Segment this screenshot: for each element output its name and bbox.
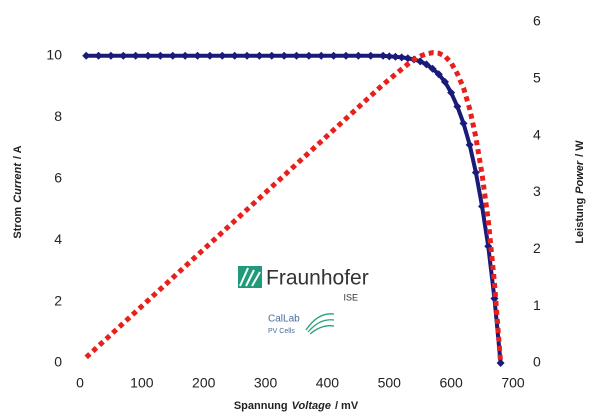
callab-text: CalLab: [268, 314, 300, 325]
data-point: [422, 60, 431, 69]
y2-label-part: Leistung: [574, 198, 586, 244]
data-point: [453, 102, 462, 111]
x-tick-label: 500: [378, 375, 402, 391]
y-tick-label: 6: [54, 169, 62, 185]
y-label-part: Current: [12, 162, 24, 203]
y2-tick-label: 5: [533, 70, 541, 86]
x-label-part: Voltage: [292, 400, 331, 412]
x-label-part: / mV: [335, 400, 359, 412]
data-point: [119, 51, 128, 60]
y-tick-label: 2: [54, 292, 62, 308]
data-point: [94, 51, 103, 60]
x-axis-label: Spannung Voltage / mV: [234, 400, 359, 412]
y-label-part: Strom: [12, 207, 24, 239]
y2-tick-label: 1: [533, 297, 541, 313]
series-line: [84, 50, 504, 364]
y-tick-label: 0: [54, 354, 62, 370]
data-point: [428, 64, 437, 73]
data-point: [447, 88, 456, 97]
data-point: [440, 77, 449, 86]
y-tick-label: 8: [54, 108, 62, 124]
y-tick-label: 4: [54, 231, 62, 247]
fraunhofer-logo: Fraunhofer ISE CalLab PV Cells: [238, 266, 369, 335]
data-point: [397, 53, 406, 62]
data-point: [341, 51, 350, 60]
data-point: [496, 359, 505, 367]
logo-text: Fraunhofer: [266, 267, 369, 290]
data-point: [230, 51, 239, 60]
data-point: [317, 51, 326, 60]
x-tick-label: 700: [501, 375, 525, 391]
data-point: [181, 51, 190, 60]
y-tick-label: 10: [46, 46, 62, 62]
data-point: [255, 51, 264, 60]
logo-sub: ISE: [343, 292, 358, 302]
data-point: [106, 51, 115, 60]
data-point: [205, 51, 214, 60]
callab-sub: PV Cells: [268, 328, 295, 335]
data-point: [465, 140, 474, 149]
data-point: [329, 51, 338, 60]
data-point: [131, 51, 140, 60]
y-axis-label: Strom Current / A: [12, 145, 24, 238]
y2-label-part: / W: [574, 140, 586, 157]
data-point: [243, 51, 252, 60]
callab-mark: [305, 313, 335, 335]
y2-label-part: Power: [574, 160, 586, 194]
x-tick-label: 600: [439, 375, 463, 391]
data-point: [434, 70, 443, 79]
data-point: [82, 51, 91, 60]
data-point: [218, 51, 227, 60]
data-point: [292, 51, 301, 60]
data-point: [267, 51, 276, 60]
y2-tick-label: 3: [533, 183, 541, 199]
y2-axis-label: Leistung Power / W: [574, 140, 586, 244]
data-point: [144, 51, 153, 60]
data-point: [385, 52, 394, 61]
data-point: [366, 51, 375, 60]
data-point: [416, 57, 425, 66]
y2-tick-label: 4: [533, 126, 541, 142]
x-tick-label: 300: [254, 375, 278, 391]
y2-tick-label: 2: [533, 240, 541, 256]
data-point: [354, 51, 363, 60]
data-point: [193, 51, 202, 60]
data-point: [280, 51, 289, 60]
data-point: [156, 51, 165, 60]
y2-tick-label: 0: [533, 354, 541, 370]
data-point: [471, 168, 480, 177]
y2-tick-label: 6: [533, 13, 541, 29]
y-label-part: / A: [12, 145, 24, 159]
x-tick-label: 200: [192, 375, 216, 391]
data-point: [391, 52, 400, 61]
data-point: [403, 54, 412, 63]
x-label-part: Spannung: [234, 400, 288, 412]
x-tick-label: 100: [130, 375, 154, 391]
data-point: [459, 119, 468, 128]
data-point: [304, 51, 313, 60]
data-point: [379, 51, 388, 60]
data-point: [168, 51, 177, 60]
x-tick-label: 0: [76, 375, 84, 391]
x-tick-label: 400: [316, 375, 340, 391]
logo-stripes: [239, 267, 261, 287]
